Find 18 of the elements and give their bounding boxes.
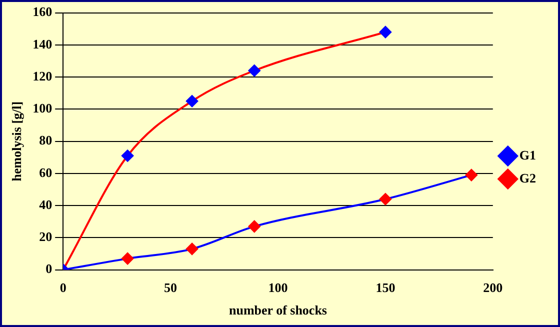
x-axis-title: number of shocks	[228, 302, 327, 318]
legend-label: G2	[519, 170, 536, 186]
x-tick-label: 100	[268, 280, 288, 295]
y-tick-label: 160	[32, 4, 52, 20]
y-axis-title: hemolysis [g/l]	[9, 101, 24, 182]
y-tick-label: 80	[39, 132, 52, 148]
y-tick-label: 100	[32, 100, 52, 116]
y-tick-label: 120	[32, 68, 52, 84]
y-tick-label: 40	[39, 196, 52, 212]
y-tick-label: 60	[39, 164, 52, 180]
y-tick-label: 20	[39, 229, 52, 244]
legend-label: G1	[519, 147, 536, 162]
y-tick-label: 0	[46, 261, 52, 276]
x-tick-label: 150	[376, 280, 396, 295]
x-tick-label: 50	[164, 280, 178, 295]
y-tick-label: 140	[32, 36, 52, 52]
x-tick-label: 0	[60, 280, 66, 295]
x-tick-label: 200	[483, 280, 503, 295]
